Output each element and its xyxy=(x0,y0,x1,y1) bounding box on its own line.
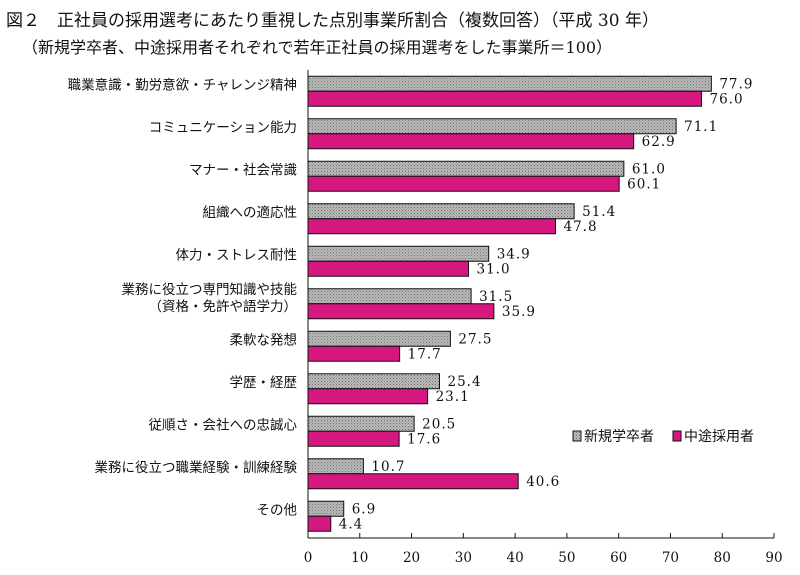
value-label: 76.0 xyxy=(710,91,744,107)
legend-new-graduate-label: 新規学卒者 xyxy=(584,429,654,445)
category-label: 業務に役立つ専門知識や技能（資格・免許や語学力） xyxy=(122,281,298,315)
bar-mid-career xyxy=(307,515,332,532)
value-label: 47.8 xyxy=(563,219,597,235)
bar-new-graduate xyxy=(307,458,364,475)
x-tick-label: 90 xyxy=(765,550,782,566)
category-label: 職業意識・勤労意欲・チャレンジ精神 xyxy=(68,76,297,93)
chart-title: 図２ 正社員の採用選考にあたり重視した点別事業所割合（複数回答）（平成 30 年… xyxy=(6,11,659,31)
bar-mid-career xyxy=(307,260,470,277)
bar-new-graduate xyxy=(307,330,451,347)
x-tick-label: 70 xyxy=(662,550,679,566)
value-label: 6.9 xyxy=(352,501,376,517)
value-label: 51.4 xyxy=(582,204,616,220)
value-label: 4.4 xyxy=(339,516,363,532)
category-label: マナー・社会常識 xyxy=(189,162,297,178)
value-label: 71.1 xyxy=(684,119,718,135)
bar-mid-career xyxy=(307,430,400,447)
category-label: 学歴・経歴 xyxy=(230,375,298,391)
bar-mid-career xyxy=(307,90,703,107)
value-label: 31.0 xyxy=(477,261,511,277)
bar-mid-career xyxy=(307,133,635,150)
value-label: 35.9 xyxy=(502,304,536,320)
bar-new-graduate xyxy=(307,373,441,390)
x-tick-label: 30 xyxy=(455,550,472,566)
category-label: 業務に役立つ職業経験・訓練経験 xyxy=(95,460,298,476)
value-label: 20.5 xyxy=(422,416,456,432)
x-tick-label: 40 xyxy=(507,550,524,566)
value-label: 17.6 xyxy=(407,431,441,447)
value-label: 61.0 xyxy=(632,161,666,177)
bar-mid-career xyxy=(307,218,556,235)
value-label: 31.5 xyxy=(479,289,513,305)
bar-new-graduate xyxy=(307,245,490,262)
bar-new-graduate xyxy=(307,288,472,305)
bar-new-graduate xyxy=(307,500,345,517)
x-tick-label: 10 xyxy=(351,550,368,566)
bar-new-graduate xyxy=(307,118,677,135)
bar-mid-career xyxy=(307,303,495,320)
bar-mid-career xyxy=(307,388,429,405)
bar-mid-career xyxy=(307,345,401,362)
value-label: 17.7 xyxy=(408,346,442,362)
legend-mid-career-swatch xyxy=(672,430,682,442)
bar-mid-career xyxy=(307,473,519,490)
category-label: 従順さ・会社への忠誠心 xyxy=(149,417,298,433)
category-label: 組織への適応性 xyxy=(203,204,298,221)
category-label: コミュニケーション能力 xyxy=(149,120,297,136)
bar-new-graduate xyxy=(307,160,625,177)
bar-new-graduate xyxy=(307,203,575,220)
value-label: 60.1 xyxy=(627,176,661,192)
value-label: 40.6 xyxy=(526,474,560,490)
category-label: 体力・ストレス耐性 xyxy=(176,247,298,263)
bar-new-graduate xyxy=(307,75,712,92)
x-tick-label: 80 xyxy=(714,550,731,566)
value-label: 23.1 xyxy=(436,389,470,405)
bar-new-graduate xyxy=(307,415,415,432)
value-label: 62.9 xyxy=(642,134,676,150)
value-label: 34.9 xyxy=(497,246,531,262)
category-label: 柔軟な発想 xyxy=(230,332,298,348)
value-label: 77.9 xyxy=(719,76,753,92)
value-label: 10.7 xyxy=(371,459,405,475)
value-label: 25.4 xyxy=(448,374,482,390)
x-tick-label: 60 xyxy=(610,550,627,566)
chart-subtitle: （新規学卒者、中途採用者それぞれで若年正社員の採用選考をした事業所＝100） xyxy=(22,38,613,57)
bar-mid-career xyxy=(307,175,620,192)
legend-new-graduate-swatch xyxy=(572,430,582,442)
value-label: 27.5 xyxy=(458,331,492,347)
category-label: その他 xyxy=(257,502,298,518)
legend-mid-career-label: 中途採用者 xyxy=(684,428,754,445)
x-tick-label: 50 xyxy=(558,550,575,566)
x-tick-label: 0 xyxy=(304,550,313,566)
x-tick-label: 20 xyxy=(403,550,420,566)
